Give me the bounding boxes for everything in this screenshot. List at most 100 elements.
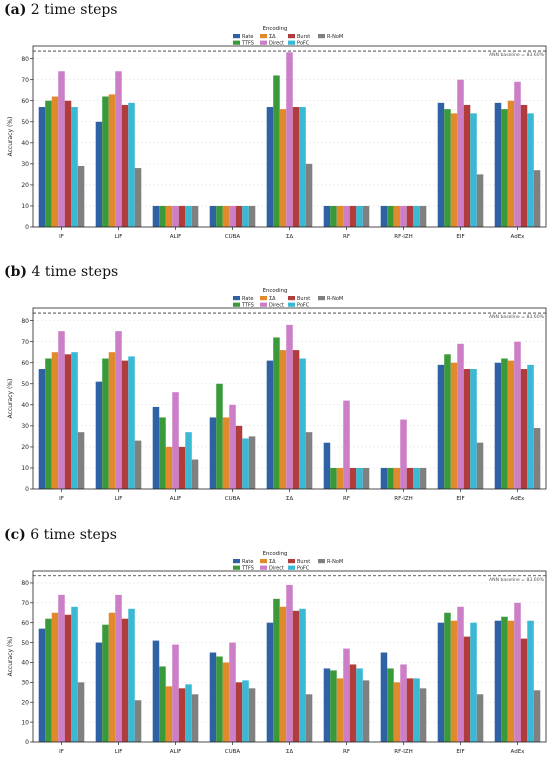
x-tick-label-if: IF (59, 749, 64, 755)
bar-rate-adex: Rate / AdEx: 60 (494, 362, 502, 489)
panel-title: (b) 4 time steps (4, 264, 118, 280)
legend-swatch-ttfs (233, 565, 240, 570)
bar-direct-if: Direct / IF: 74 (58, 71, 65, 227)
bar-ttfs-if: TTFS / IF: 60 (45, 100, 52, 227)
bar-r-nom-rf-izh: R-NoM / RF-IZH: 10 (419, 205, 427, 227)
legend-swatch-burst (288, 296, 295, 301)
bar-r-nom-eif: R-NoM / EIF: 25 (476, 174, 484, 227)
bar-direct-rf: Direct / RF: 47 (343, 648, 350, 742)
legend-swatch-ttfs (233, 40, 240, 45)
legend-label-rate: Rate (242, 34, 253, 40)
y-tick-label: 20 (21, 182, 29, 189)
bar-burst-alif: Burst / ALIF: 27 (178, 688, 186, 742)
bar-pofc-rf: PoFC / RF: 10 (356, 205, 363, 227)
bar-pofc-rf-izh: PoFC / RF-IZH: 10 (413, 467, 420, 489)
x-tick-label-cuba: CUBA (225, 749, 241, 755)
panel-c: (c) 6 time steps Rate / IF: 57 Rate / LIF… (0, 525, 550, 772)
bar-pofc-alif: PoFC / ALIF: 10 (185, 205, 192, 227)
bar-ttfs-if: TTFS / IF: 62 (45, 618, 52, 742)
x-tick-label-alif: ALIF (170, 496, 182, 502)
x-tick-label-alif: ALIF (170, 234, 182, 240)
x-tick-label-eif: EIF (456, 234, 464, 240)
bar-pofc-rf-izh: PoFC / RF-IZH: 32 (413, 678, 420, 742)
x-tick-label-lif: LIF (115, 749, 123, 755)
y-tick-label: 70 (21, 77, 29, 84)
bar-direct-adex: Direct / AdEx: 70 (514, 341, 521, 489)
bar-rate-eif: Rate / EIF: 59 (437, 102, 445, 227)
bar-ttfs-adex: TTFS / AdEx: 63 (501, 616, 508, 742)
x-tick-label-alif: ALIF (170, 749, 182, 755)
legend-label-ttfs: TTFS (241, 41, 254, 47)
bar-r-nom-cuba: R-NoM / CUBA: 10 (248, 205, 256, 227)
bar-burst-lif: Burst / LIF: 62 (121, 618, 129, 742)
bar-r-nom-rf: R-NoM / RF: 10 (362, 205, 370, 227)
x-tick-label-rf-izh: RF-IZH (394, 234, 413, 240)
bar-r-nom-sigmadelta: R-NoM / ΣΔ: 24 (305, 694, 313, 742)
legend-label-rate: Rate (242, 296, 253, 302)
bar-pofc-lif: PoFC / LIF: 63 (128, 356, 135, 489)
y-axis-label: Accuracy (%) (7, 379, 14, 419)
legend-label-sigmadelta: ΣΔ (269, 296, 276, 302)
panel-title-text: 2 time steps (30, 2, 118, 18)
y-tick-label: 50 (21, 640, 29, 647)
bar-rate-sigmadelta: Rate / ΣΔ: 61 (266, 360, 274, 489)
bar-ttfs-lif: TTFS / LIF: 59 (102, 624, 109, 742)
bar-sigmadelta-eif: ΣΔ / EIF: 60 (450, 362, 458, 489)
bar-sigmadelta-rf: ΣΔ / RF: 10 (336, 205, 344, 227)
legend-label-pofc: PoFC (297, 303, 310, 309)
bar-chart-2-time-steps: Rate / IF: 57 Rate / LIF: 50 Rate / ALIF: … (7, 26, 547, 240)
bar-direct-eif: Direct / EIF: 69 (457, 343, 464, 489)
y-tick-label: 20 (21, 699, 29, 706)
bar-rate-sigmadelta: Rate / ΣΔ: 60 (266, 622, 274, 742)
bar-burst-lif: Burst / LIF: 61 (121, 360, 129, 489)
bar-ttfs-alif: TTFS / ALIF: 10 (159, 205, 166, 227)
bar-ttfs-rf: TTFS / RF: 10 (330, 467, 337, 489)
bar-burst-if: Burst / IF: 64 (64, 354, 72, 489)
ann-baseline-label: ANN baseline = 83.60% (489, 314, 545, 320)
bar-r-nom-if: R-NoM / IF: 30 (77, 682, 85, 742)
y-tick-label: 10 (21, 465, 29, 472)
bar-rate-rf: Rate / RF: 10 (323, 205, 331, 227)
x-tick-label-lif: LIF (115, 496, 123, 502)
bar-pofc-lif: PoFC / LIF: 59 (128, 102, 135, 227)
bar-rate-cuba: Rate / CUBA: 10 (209, 205, 217, 227)
bar-sigmadelta-sigmadelta: ΣΔ / ΣΔ: 68 (279, 606, 287, 742)
x-tick-label-adex: AdEx (511, 234, 526, 240)
y-axis-label: Accuracy (%) (7, 117, 14, 157)
bar-rate-if: Rate / IF: 57 (38, 369, 46, 489)
legend-title: Encoding (263, 551, 288, 557)
y-tick-label: 10 (21, 719, 29, 726)
bar-direct-rf: Direct / RF: 10 (343, 205, 350, 227)
bar-ttfs-adex: TTFS / AdEx: 56 (501, 109, 508, 227)
bar-r-nom-cuba: R-NoM / CUBA: 25 (248, 436, 256, 489)
bar-sigmadelta-rf-izh: ΣΔ / RF-IZH: 10 (393, 467, 401, 489)
bar-rate-adex: Rate / AdEx: 59 (494, 102, 502, 227)
bar-r-nom-eif: R-NoM / EIF: 24 (476, 694, 484, 742)
bar-burst-rf-izh: Burst / RF-IZH: 10 (406, 205, 414, 227)
bar-sigmadelta-if: ΣΔ / IF: 65 (51, 612, 59, 742)
legend-swatch-sigmadelta (260, 559, 267, 564)
x-tick-label-rf-izh: RF-IZH (394, 749, 413, 755)
legend-label-sigmadelta: ΣΔ (269, 559, 276, 565)
bar-pofc-eif: PoFC / EIF: 57 (470, 369, 477, 489)
bar-rate-eif: Rate / EIF: 60 (437, 622, 445, 742)
bar-direct-rf-izh: Direct / RF-IZH: 33 (400, 419, 407, 489)
bar-chart-6-time-steps: Rate / IF: 57 Rate / LIF: 50 Rate / ALIF: … (7, 551, 547, 755)
bar-direct-adex: Direct / AdEx: 70 (514, 602, 521, 742)
bar-pofc-adex: PoFC / AdEx: 61 (527, 620, 534, 742)
panel-title-text: 6 time steps (30, 527, 117, 543)
bar-ttfs-if: TTFS / IF: 62 (45, 358, 52, 489)
bar-sigmadelta-adex: ΣΔ / AdEx: 61 (507, 620, 515, 742)
bar-sigmadelta-sigmadelta: ΣΔ / ΣΔ: 66 (279, 350, 287, 489)
legend-swatch-rate (233, 559, 240, 564)
y-tick-label: 60 (21, 98, 29, 105)
bar-burst-cuba: Burst / CUBA: 30 (235, 682, 243, 742)
y-tick-label: 0 (25, 739, 29, 746)
legend-label-burst: Burst (297, 296, 310, 302)
bar-burst-if: Burst / IF: 64 (64, 614, 72, 742)
bar-burst-cuba: Burst / CUBA: 10 (235, 205, 243, 227)
legend-swatch-direct (260, 565, 267, 570)
bar-direct-sigmadelta: Direct / ΣΔ: 83 (286, 52, 293, 228)
panel-title-text: 4 time steps (31, 264, 119, 280)
bar-rate-rf: Rate / RF: 22 (323, 442, 331, 489)
